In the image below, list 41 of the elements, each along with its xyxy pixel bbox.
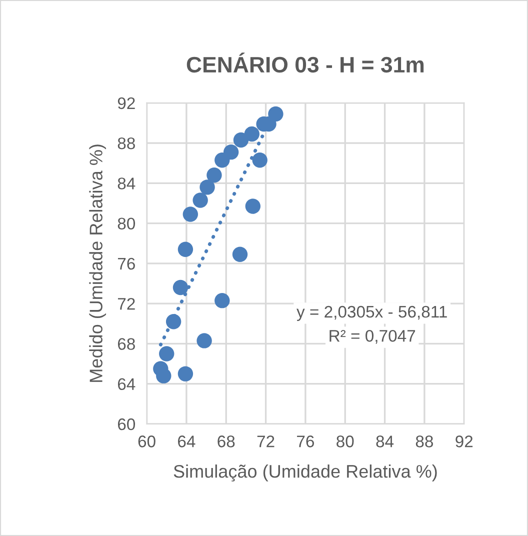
x-tick-label: 64	[178, 436, 196, 448]
y-tick-label: 92	[118, 97, 135, 110]
point	[206, 168, 222, 183]
point	[232, 246, 248, 262]
point	[252, 152, 268, 168]
point	[245, 198, 260, 214]
point	[196, 333, 212, 348]
x-tick-label: 88	[416, 436, 433, 448]
point	[159, 346, 174, 362]
y-tick-label: 68	[118, 338, 135, 350]
point	[178, 242, 194, 258]
x-tick-label: 84	[376, 436, 394, 448]
y-tick-label: 80	[118, 218, 136, 230]
y-axis-title: Medido (Umidade Relativa %)	[89, 144, 106, 382]
point	[233, 132, 249, 148]
point	[182, 206, 198, 222]
y-tick-label: 76	[118, 258, 135, 270]
x-axis-title: Simulação (Umidade Relativa %)	[174, 464, 437, 482]
x-tick-label: 60	[138, 436, 156, 448]
x-tick-label: 80	[336, 436, 354, 448]
chart-title: CENÁRIO 03 - H = 31m	[186, 52, 424, 73]
point	[200, 180, 215, 195]
x-tick-label: 68	[218, 436, 235, 448]
point	[178, 366, 194, 382]
point	[192, 192, 208, 208]
y-tick-label: 88	[118, 137, 135, 150]
y-tick-label: 64	[118, 378, 136, 390]
point	[214, 292, 230, 308]
annotation: R² = 0,7047	[330, 330, 416, 344]
point	[172, 280, 188, 296]
x-tick-label: 76	[297, 436, 314, 448]
y-tick-label: 72	[118, 298, 135, 310]
y-tick-label: 60	[118, 418, 136, 430]
x-tick-label: 92	[456, 436, 473, 448]
y-tick-label: 84	[118, 178, 136, 190]
point	[156, 368, 172, 384]
x-tick-label: 72	[257, 436, 274, 448]
point	[214, 152, 230, 168]
point	[244, 126, 260, 142]
point	[166, 314, 182, 330]
annotation: y = 2,0305x - 56,811	[296, 306, 447, 321]
